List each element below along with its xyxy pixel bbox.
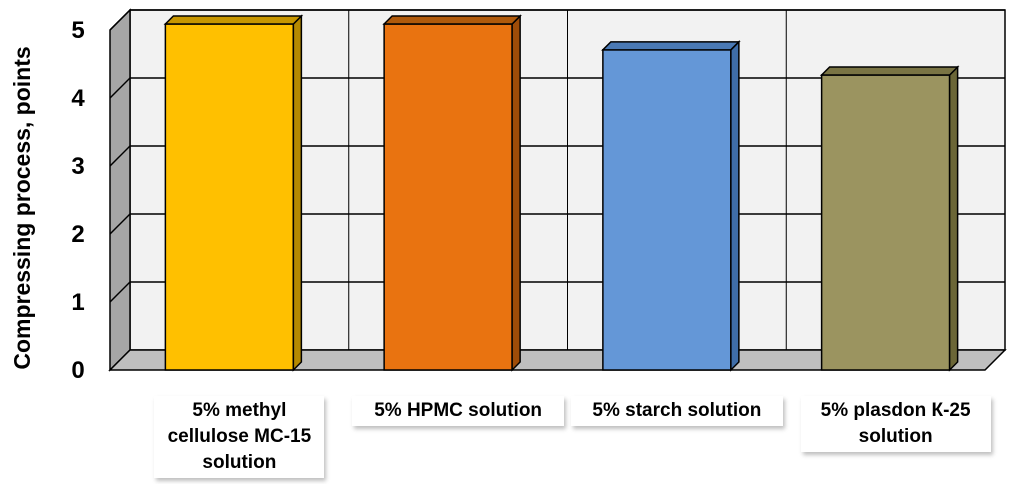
bar-front — [383, 23, 513, 371]
gridline-side — [109, 213, 131, 235]
category-label-3: 5% starch solution — [570, 396, 783, 426]
category-label-1: 5% methyl cellulose MC-15 solution — [154, 396, 325, 478]
bar-side — [948, 65, 959, 372]
bar-2 — [382, 14, 522, 372]
side-wall — [109, 8, 131, 372]
y-tick-label: 3 — [71, 153, 84, 180]
gridline-side — [109, 77, 131, 99]
category-label-4: 5% plasdon К-25 solution — [800, 396, 991, 452]
bar-1 — [163, 14, 304, 372]
category-label-line: cellulose MC-15 — [167, 426, 312, 447]
bar-3 — [601, 40, 741, 372]
bar-top — [819, 66, 960, 76]
category-label-line: solution — [202, 452, 277, 473]
bar-front — [820, 74, 951, 371]
gridline-side — [109, 9, 131, 31]
bar-top — [601, 41, 741, 51]
gridline-side — [109, 145, 131, 167]
y-tick-label: 1 — [71, 289, 84, 316]
bar-front — [602, 49, 732, 371]
y-tick-label: 5 — [71, 17, 84, 44]
bar-front — [164, 23, 295, 371]
y-tick-labels: 0 1 2 3 4 5 — [71, 17, 85, 384]
bars — [163, 14, 960, 372]
gridline-side — [109, 281, 131, 303]
category-label-line: 5% methyl — [192, 400, 287, 421]
bar-top — [163, 15, 304, 25]
bar-side — [730, 40, 740, 372]
category-label-line: 5% plasdon К-25 — [820, 400, 971, 421]
bar-top — [382, 15, 522, 25]
y-tick-label: 4 — [71, 85, 85, 112]
y-tick-label: 2 — [71, 221, 84, 248]
category-label-2: 5% HPMC solution — [352, 396, 565, 426]
bar-side — [292, 14, 303, 372]
bar-4 — [819, 65, 960, 372]
category-label-line: solution — [858, 426, 933, 447]
y-tick-label: 0 — [71, 357, 84, 384]
bar-side — [511, 14, 521, 372]
category-label-line: 5% HPMC solution — [374, 400, 543, 421]
category-label-line: 5% starch solution — [592, 400, 762, 421]
y-axis-title: Compressing process, points — [9, 46, 35, 369]
